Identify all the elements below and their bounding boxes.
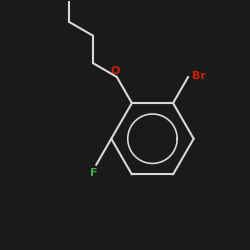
Text: O: O [111, 66, 120, 76]
Text: Br: Br [192, 70, 206, 81]
Text: F: F [90, 168, 97, 178]
